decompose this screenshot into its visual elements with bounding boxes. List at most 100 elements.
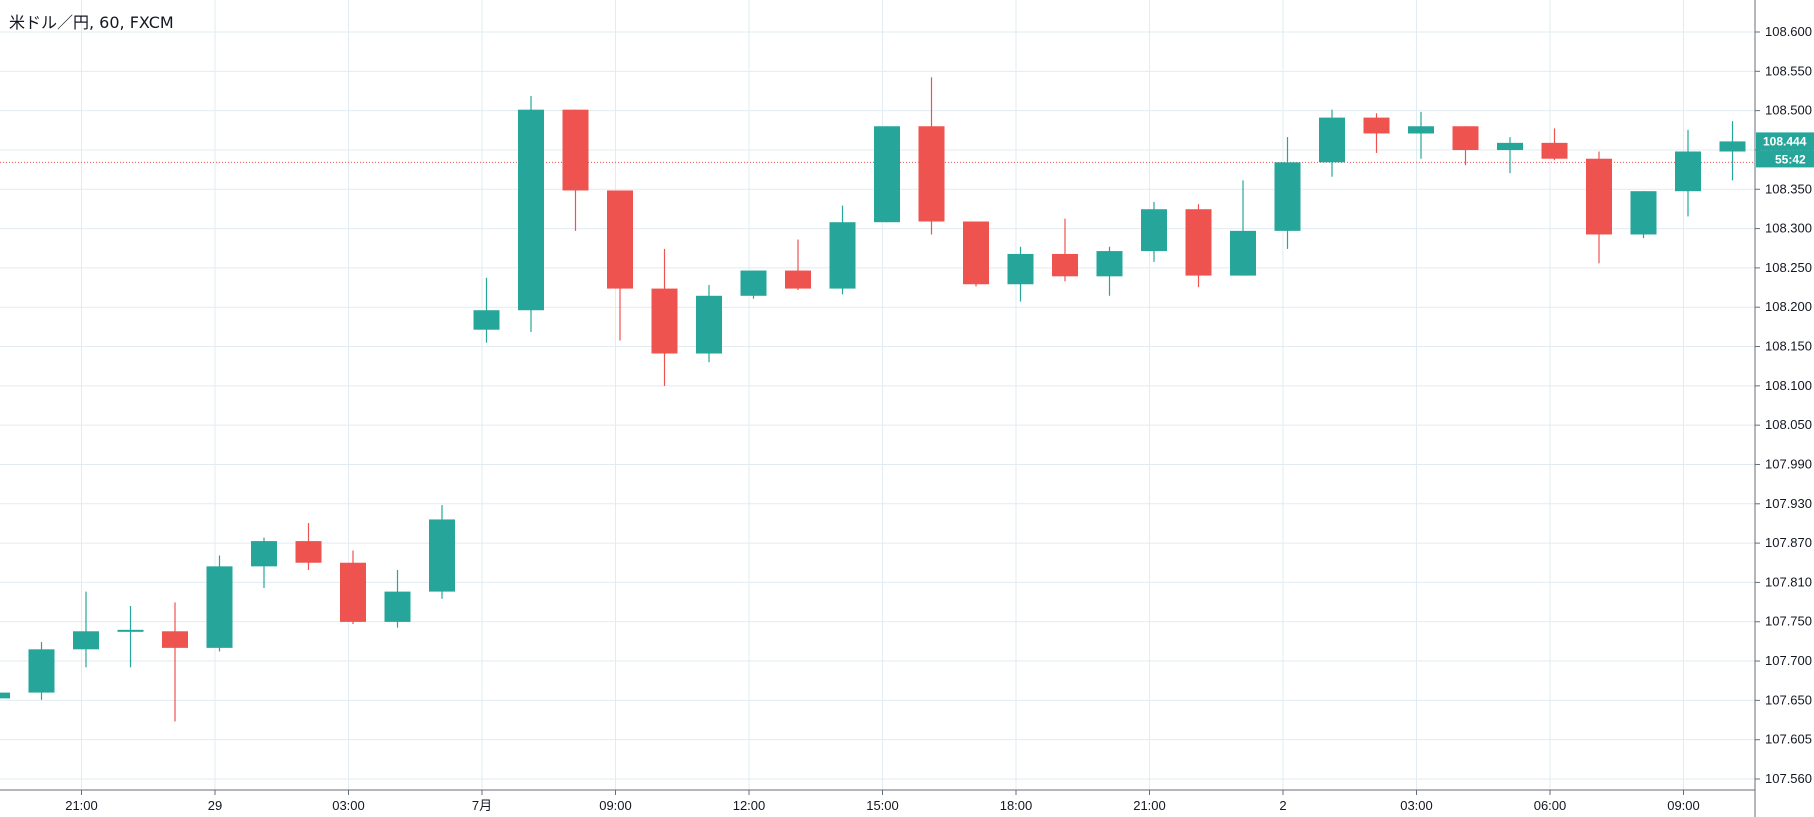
candle-body — [918, 126, 945, 222]
candle — [562, 109, 589, 231]
x-tick-label: 03:00 — [332, 798, 365, 813]
chart-title: 米ドル／円, 60, FXCM — [9, 13, 174, 32]
y-tick-label: 108.350 — [1765, 181, 1812, 196]
candle — [117, 606, 144, 668]
x-tick-label: 09:00 — [599, 798, 632, 813]
candle-body — [162, 631, 188, 648]
y-tick-label: 108.550 — [1765, 63, 1812, 78]
candle — [1586, 151, 1612, 264]
candle — [874, 126, 900, 223]
y-tick-label: 107.700 — [1765, 653, 1812, 668]
candle-body — [473, 310, 500, 330]
candle — [740, 270, 767, 299]
y-tick-label: 107.605 — [1765, 732, 1812, 747]
countdown-label: 55:42 — [1775, 152, 1806, 166]
x-tick-label: 03:00 — [1400, 798, 1433, 813]
candle — [1007, 246, 1034, 302]
candle — [1452, 126, 1479, 166]
candle — [651, 248, 678, 386]
candle — [963, 221, 989, 287]
candle-body — [0, 692, 10, 699]
candle-body — [429, 519, 455, 592]
candle — [206, 555, 233, 652]
candle — [73, 591, 99, 668]
countdown-badge — [1756, 150, 1814, 168]
y-tick-label: 108.050 — [1765, 417, 1812, 432]
candle — [1319, 109, 1345, 177]
candle — [1675, 129, 1701, 217]
candle — [1141, 202, 1167, 262]
candle-body — [1452, 126, 1479, 151]
candle — [251, 537, 277, 588]
candle-body — [562, 109, 589, 191]
candle — [295, 523, 322, 570]
y-tick-label: 107.870 — [1765, 535, 1812, 550]
candle — [829, 205, 856, 295]
candle — [1363, 113, 1390, 153]
x-tick-label: 2 — [1279, 798, 1286, 813]
candle-body — [384, 591, 411, 622]
candle-body — [785, 270, 811, 289]
candle-body — [117, 629, 144, 632]
candle — [1541, 128, 1568, 161]
candle-body — [607, 190, 633, 289]
candle — [473, 277, 500, 343]
candle-body — [251, 541, 277, 567]
candle — [1052, 218, 1078, 282]
candle — [1408, 111, 1434, 159]
candle-body — [1052, 253, 1078, 277]
candle-body — [1630, 191, 1657, 235]
y-tick-label: 108.200 — [1765, 299, 1812, 314]
candle-body — [1408, 126, 1434, 134]
x-tick-label: 29 — [208, 798, 222, 813]
candle — [340, 550, 366, 625]
x-tick-label: 06:00 — [1534, 798, 1567, 813]
candle — [1230, 180, 1256, 276]
candle-body — [518, 109, 544, 311]
price-badges: 108.444 55:42 — [1756, 132, 1814, 168]
candle-body — [1541, 142, 1568, 159]
x-tick-label: 09:00 — [1667, 798, 1700, 813]
candle-body — [651, 288, 678, 354]
y-tick-label: 107.930 — [1765, 496, 1812, 511]
candle-body — [1719, 141, 1746, 152]
candle-body — [1185, 209, 1212, 276]
candle — [1630, 191, 1657, 239]
candle-body — [696, 295, 722, 354]
candle-body — [1497, 142, 1523, 151]
y-tick-label: 108.250 — [1765, 260, 1812, 275]
candle — [918, 77, 945, 235]
y-tick-label: 107.810 — [1765, 574, 1812, 589]
candle — [1274, 137, 1301, 249]
y-tick-label: 108.150 — [1765, 339, 1812, 354]
candle-body — [740, 270, 767, 296]
candle-body — [340, 562, 366, 622]
candle — [1719, 121, 1746, 181]
candle — [162, 602, 188, 722]
y-tick-label: 108.600 — [1765, 24, 1812, 39]
candle-body — [1141, 209, 1167, 252]
candle — [1497, 137, 1523, 174]
candle-body — [73, 631, 99, 650]
y-tick-label: 108.500 — [1765, 103, 1812, 118]
candle-body — [1274, 162, 1301, 231]
candle-body — [1319, 117, 1345, 163]
candles — [0, 77, 1746, 722]
candle — [28, 642, 55, 700]
x-tick-label: 7月 — [472, 798, 492, 813]
candle — [1185, 204, 1212, 288]
y-tick-label: 107.750 — [1765, 614, 1812, 629]
candle — [384, 569, 411, 628]
candle-body — [1675, 151, 1701, 192]
candle — [518, 95, 544, 332]
candle — [696, 284, 722, 363]
grid — [0, 0, 1755, 790]
x-tick-label: 21:00 — [1133, 798, 1166, 813]
candle-body — [295, 541, 322, 563]
y-tick-label: 107.560 — [1765, 771, 1812, 786]
current-price-badge — [1756, 132, 1814, 151]
candle — [1096, 246, 1123, 296]
candle — [785, 239, 811, 291]
